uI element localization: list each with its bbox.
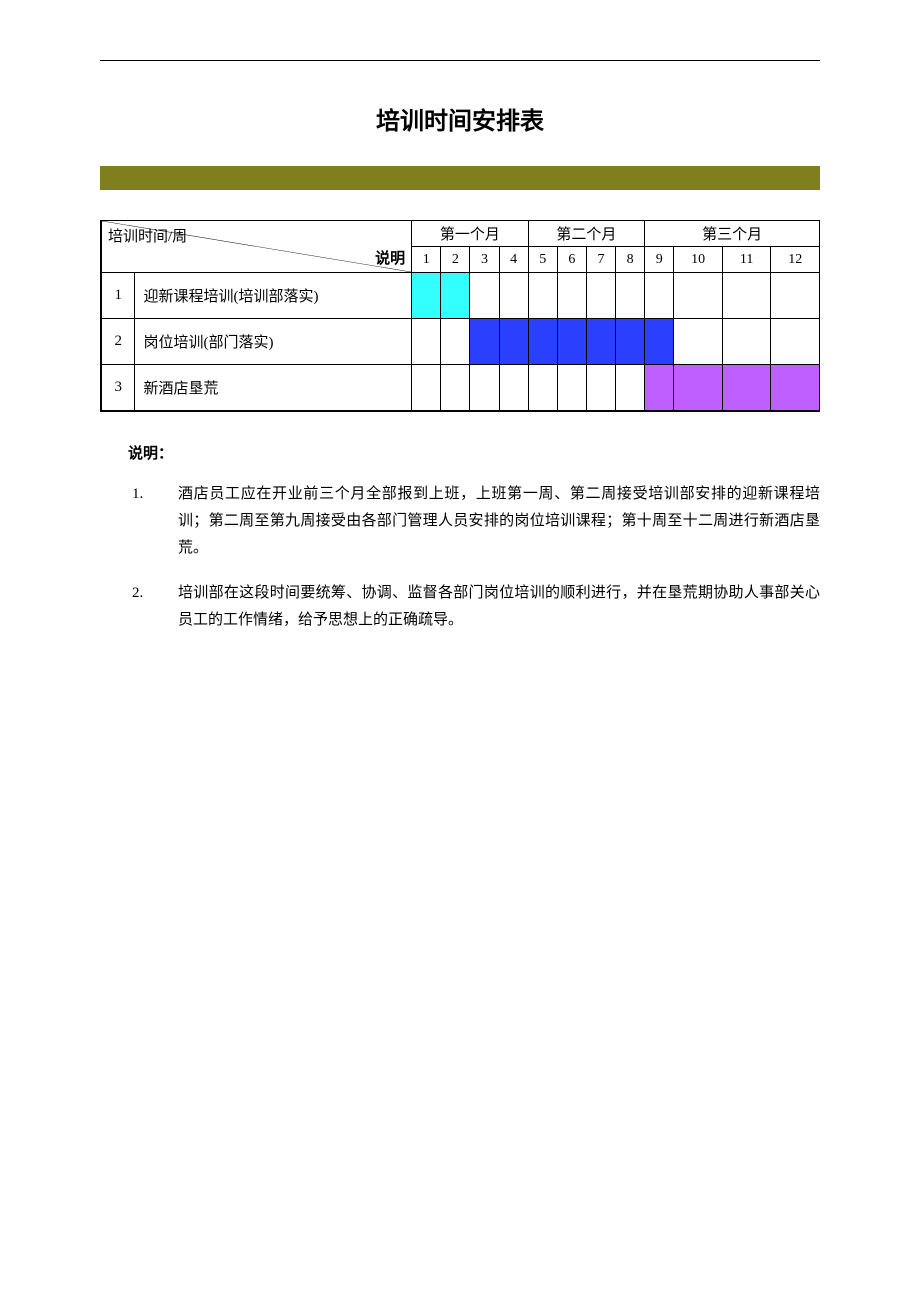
week-cell	[616, 273, 645, 319]
week-header: 7	[586, 247, 615, 273]
week-cell	[528, 365, 557, 411]
week-header: 9	[645, 247, 674, 273]
month-header-2: 第二个月	[528, 221, 645, 247]
week-cell	[771, 319, 820, 365]
week-cell	[616, 319, 645, 365]
week-cell	[645, 273, 674, 319]
week-cell	[645, 365, 674, 411]
row-index: 3	[101, 365, 135, 411]
week-cell	[499, 365, 528, 411]
week-cell	[674, 273, 723, 319]
week-cell	[557, 273, 586, 319]
top-divider	[100, 60, 820, 61]
week-header: 11	[722, 247, 771, 273]
week-cell	[441, 365, 470, 411]
notes-label: 说明：	[128, 442, 820, 463]
week-cell	[722, 273, 771, 319]
note-item: 培训部在这段时间要统筹、协调、监督各部门岗位培训的顺利进行，并在垦荒期协助人事部…	[132, 580, 820, 634]
week-cell	[441, 273, 470, 319]
week-header: 5	[528, 247, 557, 273]
week-header: 4	[499, 247, 528, 273]
header-diagonal-cell: 培训时间/周 说明	[101, 221, 412, 273]
week-cell	[586, 319, 615, 365]
week-cell	[499, 273, 528, 319]
week-header: 6	[557, 247, 586, 273]
week-cell	[771, 365, 820, 411]
week-cell	[771, 273, 820, 319]
header-top-label: 培训时间/周	[108, 225, 187, 246]
week-header: 8	[616, 247, 645, 273]
notes-list: 酒店员工应在开业前三个月全部报到上班，上班第一周、第二周接受培训部安排的迎新课程…	[128, 481, 820, 634]
week-cell	[722, 319, 771, 365]
week-cell	[528, 273, 557, 319]
table-row: 2岗位培训(部门落实)	[101, 319, 820, 365]
row-index: 1	[101, 273, 135, 319]
month-header-3: 第三个月	[645, 221, 820, 247]
week-header: 1	[412, 247, 441, 273]
row-label: 岗位培训(部门落实)	[135, 319, 412, 365]
table-body: 1迎新课程培训(培训部落实)2岗位培训(部门落实)3新酒店垦荒	[101, 273, 820, 411]
week-cell	[586, 273, 615, 319]
week-cell	[441, 319, 470, 365]
week-cell	[470, 273, 499, 319]
table-row: 3新酒店垦荒	[101, 365, 820, 411]
page-title: 培训时间安排表	[100, 101, 820, 136]
row-label: 迎新课程培训(培训部落实)	[135, 273, 412, 319]
week-cell	[557, 365, 586, 411]
week-cell	[674, 365, 723, 411]
row-label: 新酒店垦荒	[135, 365, 412, 411]
olive-bar	[100, 166, 820, 190]
week-cell	[528, 319, 557, 365]
week-cell	[412, 365, 441, 411]
schedule-table: 培训时间/周 说明 第一个月 第二个月 第三个月 1 2 3 4 5 6 7 8…	[100, 220, 820, 412]
table-row: 1迎新课程培训(培训部落实)	[101, 273, 820, 319]
week-cell	[645, 319, 674, 365]
week-cell	[586, 365, 615, 411]
header-bottom-label: 说明	[375, 247, 405, 268]
week-cell	[470, 365, 499, 411]
week-cell	[412, 319, 441, 365]
notes-section: 说明： 酒店员工应在开业前三个月全部报到上班，上班第一周、第二周接受培训部安排的…	[100, 442, 820, 634]
week-header: 2	[441, 247, 470, 273]
week-cell	[499, 319, 528, 365]
week-cell	[412, 273, 441, 319]
week-cell	[674, 319, 723, 365]
week-header: 10	[674, 247, 723, 273]
week-cell	[616, 365, 645, 411]
table-header: 培训时间/周 说明 第一个月 第二个月 第三个月 1 2 3 4 5 6 7 8…	[101, 221, 820, 273]
week-header: 3	[470, 247, 499, 273]
month-header-1: 第一个月	[412, 221, 529, 247]
week-cell	[557, 319, 586, 365]
row-index: 2	[101, 319, 135, 365]
week-header: 12	[771, 247, 820, 273]
week-cell	[722, 365, 771, 411]
week-cell	[470, 319, 499, 365]
note-item: 酒店员工应在开业前三个月全部报到上班，上班第一周、第二周接受培训部安排的迎新课程…	[132, 481, 820, 562]
